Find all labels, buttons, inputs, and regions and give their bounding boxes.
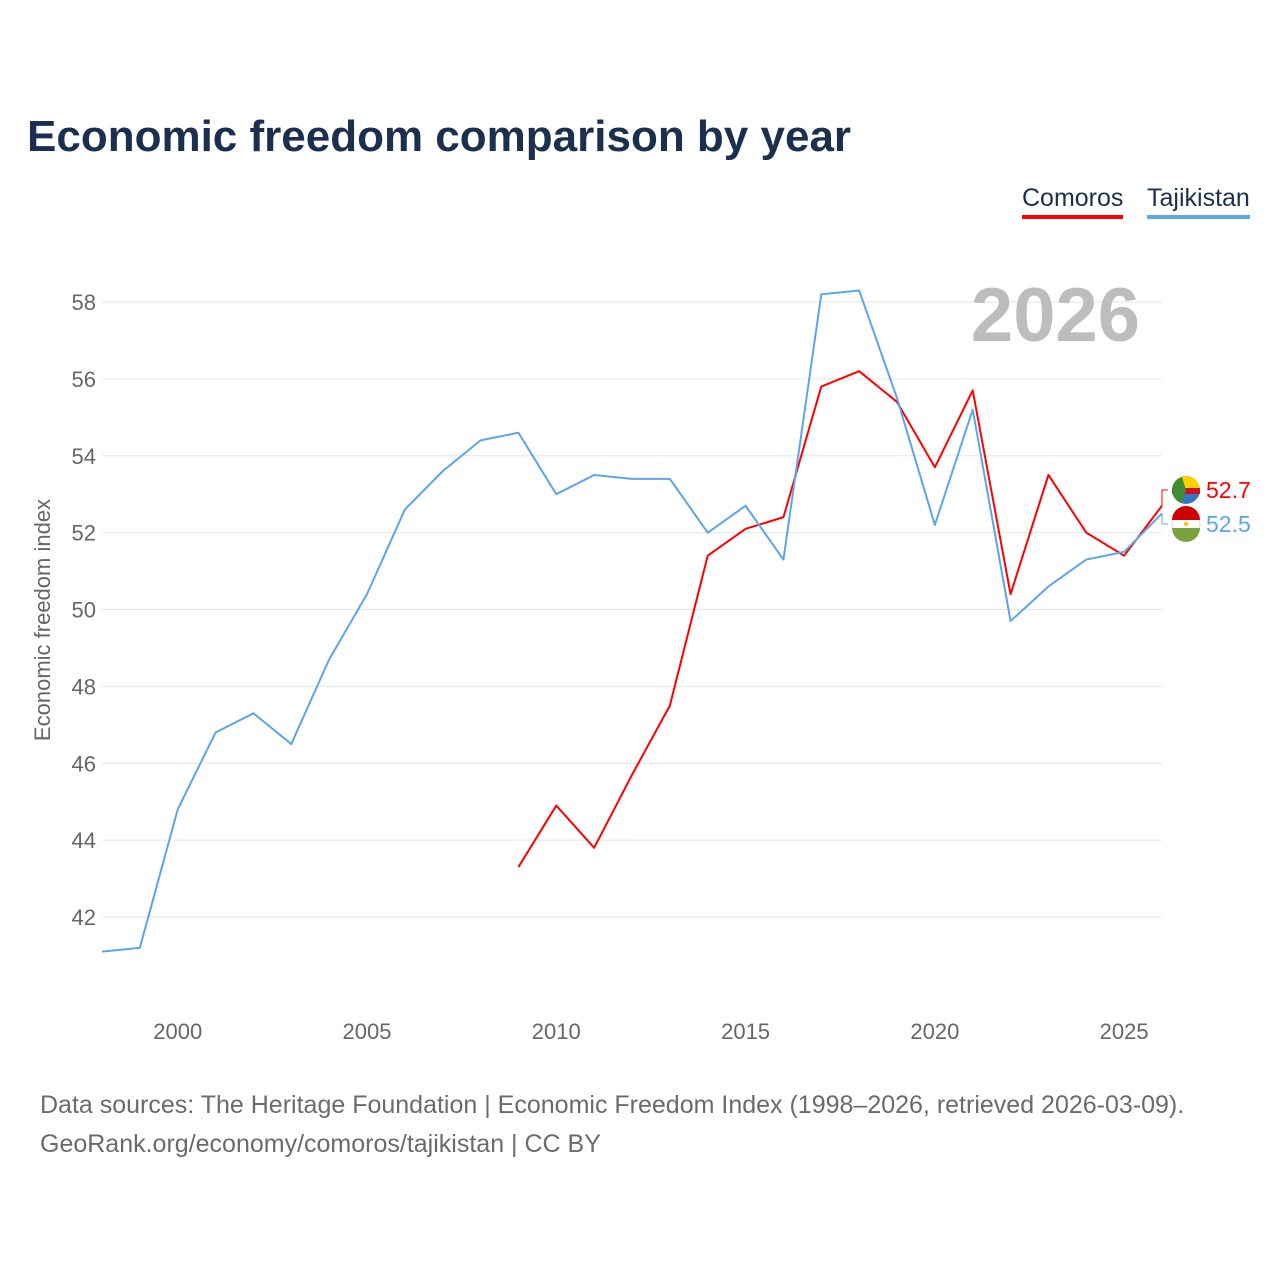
flag-stripe (1172, 506, 1200, 520)
y-axis-label: Economic freedom index (30, 499, 55, 741)
chart-title: Economic freedom comparison by year (27, 112, 852, 161)
flag-crown (1184, 522, 1188, 526)
series-line-comoros (517, 370, 1163, 868)
y-tick-label: 44 (72, 828, 96, 853)
y-tick-label: 42 (72, 905, 96, 930)
end-value-label: 52.7 (1206, 477, 1251, 503)
x-tick-label: 2000 (153, 1019, 202, 1044)
y-tick-label: 56 (72, 367, 96, 392)
x-tick-label: 2010 (532, 1019, 581, 1044)
flag-stripe (1172, 488, 1200, 494)
y-tick-label: 52 (72, 521, 96, 546)
y-tick-label: 48 (72, 674, 96, 699)
y-tick-label: 54 (72, 444, 96, 469)
series-line-tajikistan (101, 289, 1163, 953)
y-tick-label: 46 (72, 751, 96, 776)
legend-comoros[interactable]: Comoros (1022, 184, 1124, 219)
x-tick-label: 2025 (1100, 1019, 1149, 1044)
x-tick-label: 2005 (343, 1019, 392, 1044)
footer: Data sources: The Heritage Foundation | … (40, 1086, 1184, 1164)
legend-tajikistan[interactable]: Tajikistan (1147, 184, 1250, 219)
flag-triangle (1172, 477, 1186, 503)
end-value-label: 52.5 (1206, 511, 1251, 537)
year-watermark: 2026 (971, 273, 1140, 358)
end-label-connector (1161, 513, 1168, 525)
x-tick-label: 2020 (910, 1019, 959, 1044)
end-label-connector (1161, 489, 1168, 506)
y-tick-label: 58 (72, 290, 96, 315)
source-url[interactable]: GeoRank.org/economy/comoros/tajikistan |… (40, 1130, 601, 1158)
y-tick-label: 50 (72, 598, 96, 623)
x-tick-label: 2015 (721, 1019, 770, 1044)
flag-stripe (1172, 528, 1200, 542)
source-note: Data sources: The Heritage Foundation | … (40, 1091, 1185, 1119)
